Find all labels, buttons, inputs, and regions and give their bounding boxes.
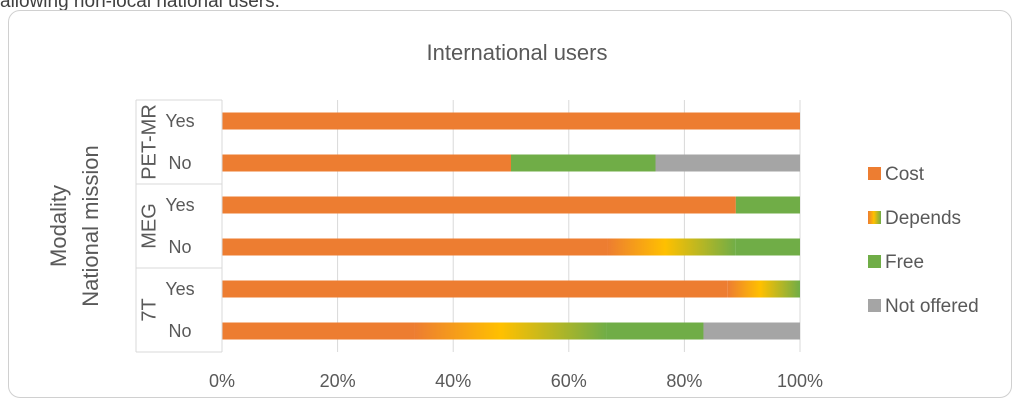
bar-7t-no-depends	[414, 322, 607, 340]
row-label-meg-no: No	[168, 237, 191, 257]
x-tick-labels: 0% 20% 40% 60% 80% 100%	[209, 371, 823, 391]
legend-label-depends: Depends	[885, 208, 961, 229]
bar-7t-yes-cost	[222, 280, 728, 298]
legend-swatch-depends	[868, 211, 881, 224]
x-tick-label: 40%	[435, 371, 471, 391]
row-label-meg-yes: Yes	[165, 195, 194, 215]
legend: Cost Depends Free Not offered	[868, 164, 979, 317]
group-label-pet-mr: PET-MR	[138, 104, 160, 180]
legend-swatch-not-offered	[868, 299, 881, 312]
x-tick-label: 0%	[209, 371, 235, 391]
bar-7t-yes-depends	[727, 280, 800, 298]
group-label-meg: MEG	[138, 203, 160, 249]
bar-pet-mr-no-free	[511, 154, 656, 172]
bars	[222, 112, 800, 340]
x-tick-label: 100%	[777, 371, 823, 391]
bar-meg-yes-cost	[222, 196, 736, 214]
x-tick-label: 80%	[666, 371, 702, 391]
legend-label-cost: Cost	[885, 164, 925, 185]
bar-meg-no-free	[735, 238, 800, 256]
row-label-7t-yes: Yes	[165, 279, 194, 299]
bar-pet-mr-no-cost	[222, 154, 511, 172]
legend-swatch-cost	[868, 167, 881, 180]
x-tick-label: 20%	[320, 371, 356, 391]
bar-7t-no-cost	[222, 322, 415, 340]
gridlines	[221, 100, 801, 352]
y-axis-title-outer: Modality	[46, 185, 71, 267]
group-label-7t: 7T	[138, 298, 160, 321]
caption-text: allowing non-local national users.	[0, 0, 280, 12]
bar-meg-no-depends	[607, 238, 736, 256]
y-axis-title-inner: National mission	[78, 145, 103, 306]
x-tick-label: 60%	[551, 371, 587, 391]
legend-label-free: Free	[885, 252, 924, 273]
bar-pet-mr-no-not-offered	[655, 154, 800, 172]
row-label-pet-mr-no: No	[168, 153, 191, 173]
bar-meg-yes-free	[735, 196, 800, 214]
legend-label-not-offered: Not offered	[885, 296, 979, 317]
row-label-pet-mr-yes: Yes	[165, 111, 194, 131]
bar-7t-no-not-offered	[703, 322, 800, 340]
bar-7t-no-free	[606, 322, 704, 340]
legend-swatch-free	[868, 255, 881, 268]
bar-pet-mr-yes-cost	[222, 112, 800, 130]
bar-meg-no-cost	[222, 238, 608, 256]
chart-title: International users	[427, 40, 608, 65]
row-label-7t-no: No	[168, 321, 191, 341]
category-axis: Yes No Yes No Yes No PET-MR MEG 7T Modality Nation…	[46, 99, 223, 353]
